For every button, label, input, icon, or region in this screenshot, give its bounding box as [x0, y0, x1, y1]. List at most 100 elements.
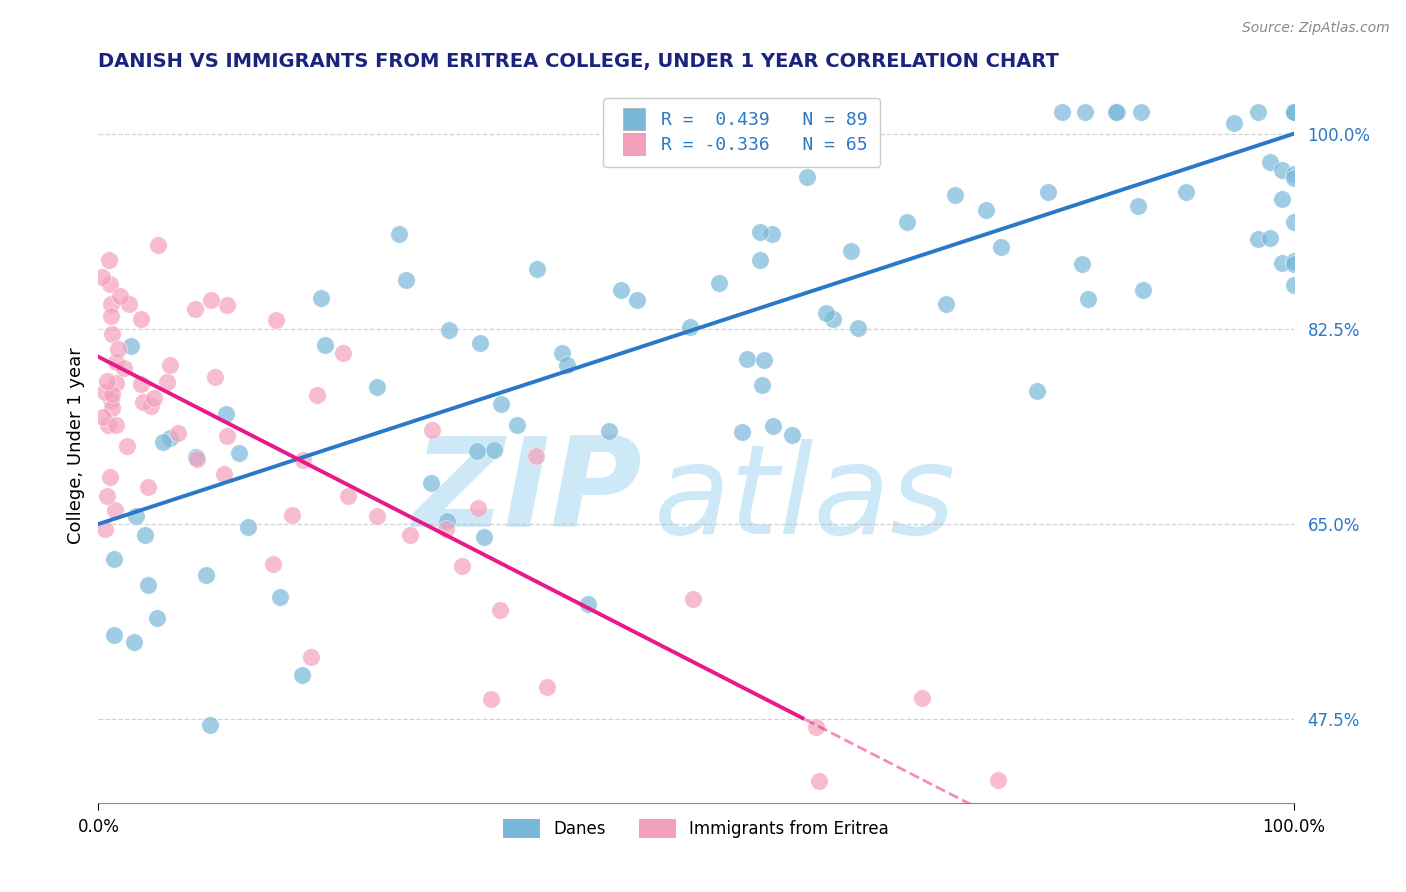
Point [314, 338, 336, 352]
Point [731, 425, 754, 440]
Point [806, 720, 828, 734]
Point [682, 591, 704, 606]
Point [101, 401, 124, 416]
Point [134, 527, 156, 541]
Point [1070, 257, 1092, 271]
Point [762, 418, 785, 433]
Point [132, 395, 155, 409]
Point [467, 500, 489, 515]
Point [626, 293, 648, 307]
Point [101, 386, 124, 401]
Legend: Danes, Immigrants from Eritrea: Danes, Immigrants from Eritrea [496, 812, 896, 845]
Point [506, 417, 529, 432]
Point [94, 522, 117, 536]
Point [555, 358, 578, 372]
Point [398, 528, 420, 542]
Point [100, 309, 122, 323]
Point [1271, 192, 1294, 206]
Point [228, 445, 250, 459]
Point [749, 225, 772, 239]
Point [120, 338, 142, 352]
Point [576, 598, 599, 612]
Point [215, 298, 238, 312]
Point [707, 277, 730, 291]
Point [94, 385, 117, 400]
Point [118, 297, 141, 311]
Point [97, 253, 120, 268]
Point [472, 530, 495, 544]
Point [136, 480, 159, 494]
Point [1271, 163, 1294, 178]
Point [761, 227, 783, 242]
Point [96, 374, 118, 388]
Point [479, 692, 502, 706]
Point [309, 291, 332, 305]
Point [1105, 104, 1128, 119]
Point [332, 346, 354, 360]
Point [468, 335, 491, 350]
Point [184, 301, 207, 316]
Point [97, 418, 120, 433]
Point [1107, 104, 1129, 119]
Point [1282, 214, 1305, 228]
Point [935, 297, 957, 311]
Point [281, 508, 304, 523]
Point [550, 345, 572, 359]
Point [159, 358, 181, 372]
Point [236, 519, 259, 533]
Point [215, 408, 238, 422]
Point [146, 611, 169, 625]
Point [839, 244, 862, 258]
Point [395, 272, 418, 286]
Point [796, 169, 818, 184]
Point [108, 289, 131, 303]
Point [1282, 167, 1305, 181]
Point [943, 188, 966, 202]
Point [104, 376, 127, 390]
Point [1282, 253, 1305, 268]
Point [91, 409, 114, 424]
Point [186, 450, 208, 464]
Point [1282, 104, 1305, 119]
Point [751, 378, 773, 392]
Point [159, 431, 181, 445]
Point [450, 559, 472, 574]
Point [124, 635, 146, 649]
Point [1074, 104, 1097, 119]
Point [167, 425, 190, 440]
Point [610, 283, 633, 297]
Point [146, 238, 169, 252]
Text: Source: ZipAtlas.com: Source: ZipAtlas.com [1241, 21, 1389, 36]
Point [782, 427, 804, 442]
Point [911, 690, 934, 705]
Point [186, 452, 208, 467]
Point [98, 470, 121, 484]
Point [536, 680, 558, 694]
Point [100, 392, 122, 407]
Point [152, 435, 174, 450]
Point [266, 313, 288, 327]
Point [1223, 116, 1246, 130]
Point [489, 603, 512, 617]
Point [465, 444, 488, 458]
Point [1282, 278, 1305, 293]
Point [305, 388, 328, 402]
Point [217, 429, 239, 443]
Point [269, 591, 291, 605]
Point [366, 509, 388, 524]
Point [291, 668, 314, 682]
Point [1258, 154, 1281, 169]
Point [1282, 257, 1305, 271]
Point [195, 568, 218, 582]
Point [142, 391, 165, 405]
Point [100, 297, 122, 311]
Point [735, 351, 758, 366]
Point [436, 514, 458, 528]
Point [337, 489, 360, 503]
Point [1036, 185, 1059, 199]
Point [990, 240, 1012, 254]
Point [112, 360, 135, 375]
Point [1175, 186, 1198, 200]
Point [366, 380, 388, 394]
Point [752, 353, 775, 368]
